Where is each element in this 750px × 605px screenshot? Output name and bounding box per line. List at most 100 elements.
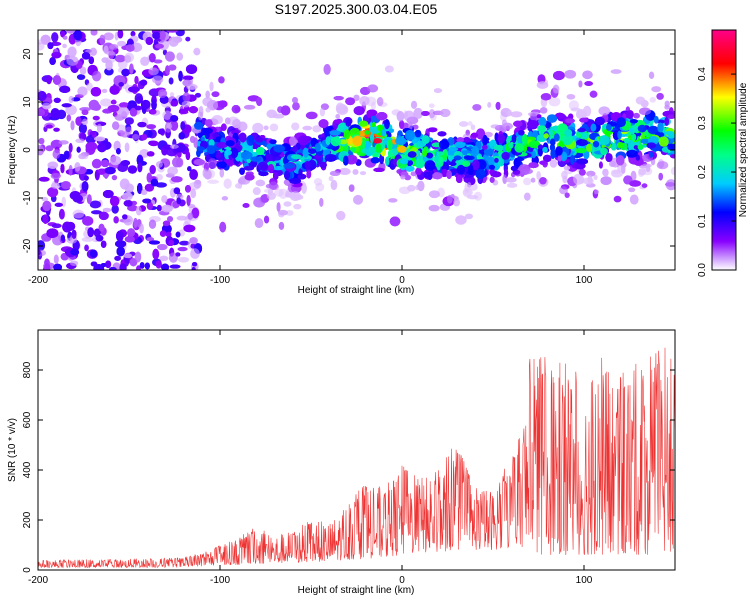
heatmap-cell: [200, 136, 205, 141]
heatmap-cell: [617, 130, 622, 140]
heatmap-cell: [168, 64, 177, 71]
heatmap-cell: [127, 228, 136, 237]
heatmap-cell: [376, 112, 388, 121]
heatmap-cell: [629, 119, 638, 124]
heatmap-cell: [488, 164, 496, 170]
heatmap-cell: [139, 223, 144, 234]
heatmap-cell: [88, 99, 100, 111]
heatmap-cell: [148, 109, 157, 115]
y-tick-label: 800: [22, 361, 33, 378]
heatmap-cell: [373, 167, 385, 173]
heatmap-cell: [589, 90, 598, 98]
heatmap-cell: [472, 159, 480, 171]
heatmap-cell: [501, 151, 510, 160]
heatmap-cell: [153, 59, 163, 64]
heatmap-cell: [305, 111, 318, 120]
heatmap-cell: [194, 92, 202, 98]
heatmap-cell: [352, 194, 364, 205]
heatmap-cell: [548, 96, 561, 107]
heatmap-cell: [38, 39, 44, 45]
heatmap-cell: [494, 157, 499, 163]
heatmap-cell: [276, 202, 281, 212]
heatmap-cell: [176, 197, 181, 205]
heatmap-cell: [510, 111, 523, 118]
heatmap-cell: [51, 51, 62, 59]
heatmap-cell: [280, 105, 291, 116]
heatmap-cell: [536, 81, 549, 89]
heatmap-cell: [166, 30, 179, 33]
heatmap-cell: [70, 248, 80, 256]
heatmap-cell: [439, 108, 451, 118]
heatmap-cell: [272, 113, 285, 119]
heatmap-cell: [65, 104, 77, 116]
heatmap-cell: [543, 154, 552, 163]
heatmap-cell: [66, 237, 78, 244]
heatmap-cell: [472, 104, 482, 111]
heatmap-cell: [508, 142, 514, 149]
heatmap-cell: [144, 262, 150, 270]
x-tick-label: 100: [576, 575, 593, 586]
heatmap-cell: [140, 189, 148, 196]
y-tick-label: 200: [22, 511, 33, 528]
snr-frame: [37, 329, 676, 571]
heatmap-cell: [186, 195, 191, 206]
snr-panel: -200 -100 0 100 0 200 400 600 800 Height of str…: [7, 329, 676, 596]
heatmap-cell: [123, 199, 133, 207]
heatmap-cell: [218, 76, 225, 84]
heatmap-cell: [456, 164, 466, 175]
heatmap-cell: [76, 74, 86, 81]
heatmap-cell: [364, 130, 370, 135]
heatmap-cell: [59, 85, 71, 93]
heatmap-cell: [124, 235, 135, 243]
heatmap-cell: [513, 157, 521, 168]
heatmap-cell: [565, 118, 575, 124]
colorbar-tick-label: 0.3: [697, 116, 708, 130]
heatmap-cell: [146, 124, 156, 130]
heatmap-cell: [671, 149, 675, 155]
heatmap-cell: [646, 142, 657, 149]
heatmap-cell: [449, 161, 457, 166]
heatmap-cell: [211, 91, 220, 98]
colorbar-tick-label: 0.1: [697, 214, 708, 228]
heatmap-cell: [60, 163, 65, 174]
heatmap-cell: [324, 153, 337, 162]
heatmap-cell: [82, 216, 94, 226]
heatmap-cell: [320, 103, 329, 110]
heatmap-cell: [455, 215, 467, 225]
heatmap-cell: [467, 182, 472, 188]
heatmap-cell: [68, 142, 73, 153]
heatmap-cell: [173, 187, 181, 195]
heatmap-cell: [165, 231, 172, 238]
heatmap-cell: [46, 228, 59, 239]
heatmap-cell: [75, 138, 85, 143]
heatmap-cell: [122, 214, 128, 220]
heatmap-cell: [62, 43, 67, 49]
heatmap-cell: [159, 230, 167, 237]
heatmap-cell: [187, 166, 192, 172]
heatmap-cell: [146, 151, 155, 157]
heatmap-cell: [428, 190, 440, 199]
heatmap-cell: [428, 109, 436, 119]
heatmap-cell: [414, 158, 425, 169]
heatmap-cell: [182, 79, 192, 87]
heatmap-cell: [81, 237, 94, 242]
heatmap-cell: [42, 102, 52, 110]
heatmap-cell: [413, 107, 423, 119]
heatmap-cell: [416, 150, 421, 156]
heatmap-cell: [178, 132, 185, 140]
heatmap-cell: [69, 260, 79, 266]
heatmap-cell: [102, 207, 112, 213]
heatmap-cell: [61, 181, 71, 190]
heatmap-cell: [376, 97, 384, 107]
heatmap-cell: [185, 64, 198, 74]
heatmap-cell: [582, 70, 593, 80]
heatmap-cell: [189, 169, 198, 180]
heatmap-cell: [141, 99, 151, 110]
heatmap-cell: [573, 173, 584, 185]
heatmap-cell: [196, 146, 205, 151]
heatmap-cell: [176, 215, 188, 221]
heatmap-cell: [50, 108, 60, 119]
heatmap-cell: [157, 128, 165, 135]
heatmap-cell: [359, 95, 370, 106]
heatmap-cell: [606, 124, 612, 131]
